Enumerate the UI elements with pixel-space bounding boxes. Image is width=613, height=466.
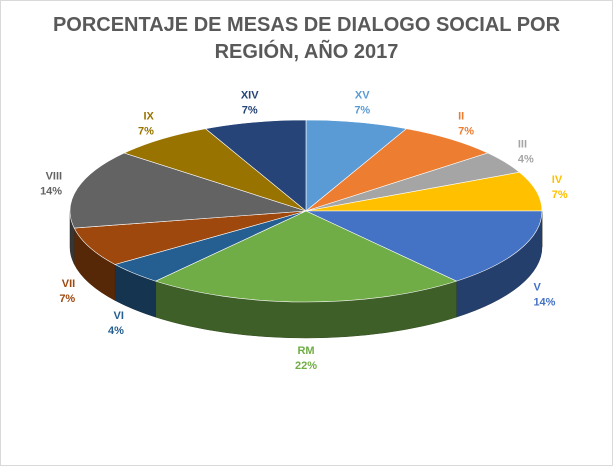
chart-title-line-2: REGIÓN, AÑO 2017 [214, 41, 399, 63]
slice-value-vi: 4% [108, 325, 124, 337]
slice-label-viii: VIII [46, 170, 63, 182]
pie-slice-vii [73, 210, 307, 265]
pie-slice-v [305, 210, 543, 282]
slice-value-viii: 14% [40, 185, 62, 197]
slice-label-vii: VII [62, 278, 75, 290]
pie-slice-xv [305, 119, 408, 212]
pie-slice-ix [123, 128, 307, 212]
slice-value-ix: 7% [138, 125, 154, 137]
pie-slice-rm [154, 210, 458, 303]
slice-value-ii: 7% [458, 125, 474, 137]
slice-label-iii: III [518, 139, 527, 151]
slice-value-vii: 7% [59, 293, 75, 305]
slice-label-iv: IV [552, 174, 563, 186]
slice-label-xv: XV [355, 90, 370, 102]
slice-value-iv: 7% [552, 189, 568, 201]
slice-label-v: V [533, 281, 541, 293]
slice-value-iii: 4% [518, 154, 534, 166]
pie-slice-ii [305, 128, 489, 212]
slice-value-rm: 22% [295, 360, 317, 372]
pie-labels: XV 7% II 7% III 4% IV 7% V 14% RM 22% VI 4% VII 7% VIII 1… [40, 90, 568, 372]
pie-slice-viii [69, 152, 307, 229]
slice-label-xiv: XIV [241, 90, 259, 102]
pie-slice-xiv [204, 119, 307, 212]
slice-label-rm: RM [297, 345, 314, 357]
chart-title: PORCENTAJE DE MESAS DE DIALOGO SOCIAL PO… [0, 12, 613, 66]
slice-label-ix: IX [143, 110, 154, 122]
slice-value-v: 14% [533, 296, 555, 308]
slice-label-ii: II [458, 110, 464, 122]
pie-slice-iv [305, 171, 543, 212]
pie-tops [69, 119, 543, 303]
slice-value-xiv: 7% [242, 105, 258, 117]
slice-label-vi: VI [114, 310, 124, 322]
chart-title-line-1: PORCENTAJE DE MESAS DE DIALOGO SOCIAL PO… [52, 14, 561, 36]
slice-value-xv: 7% [354, 105, 370, 117]
